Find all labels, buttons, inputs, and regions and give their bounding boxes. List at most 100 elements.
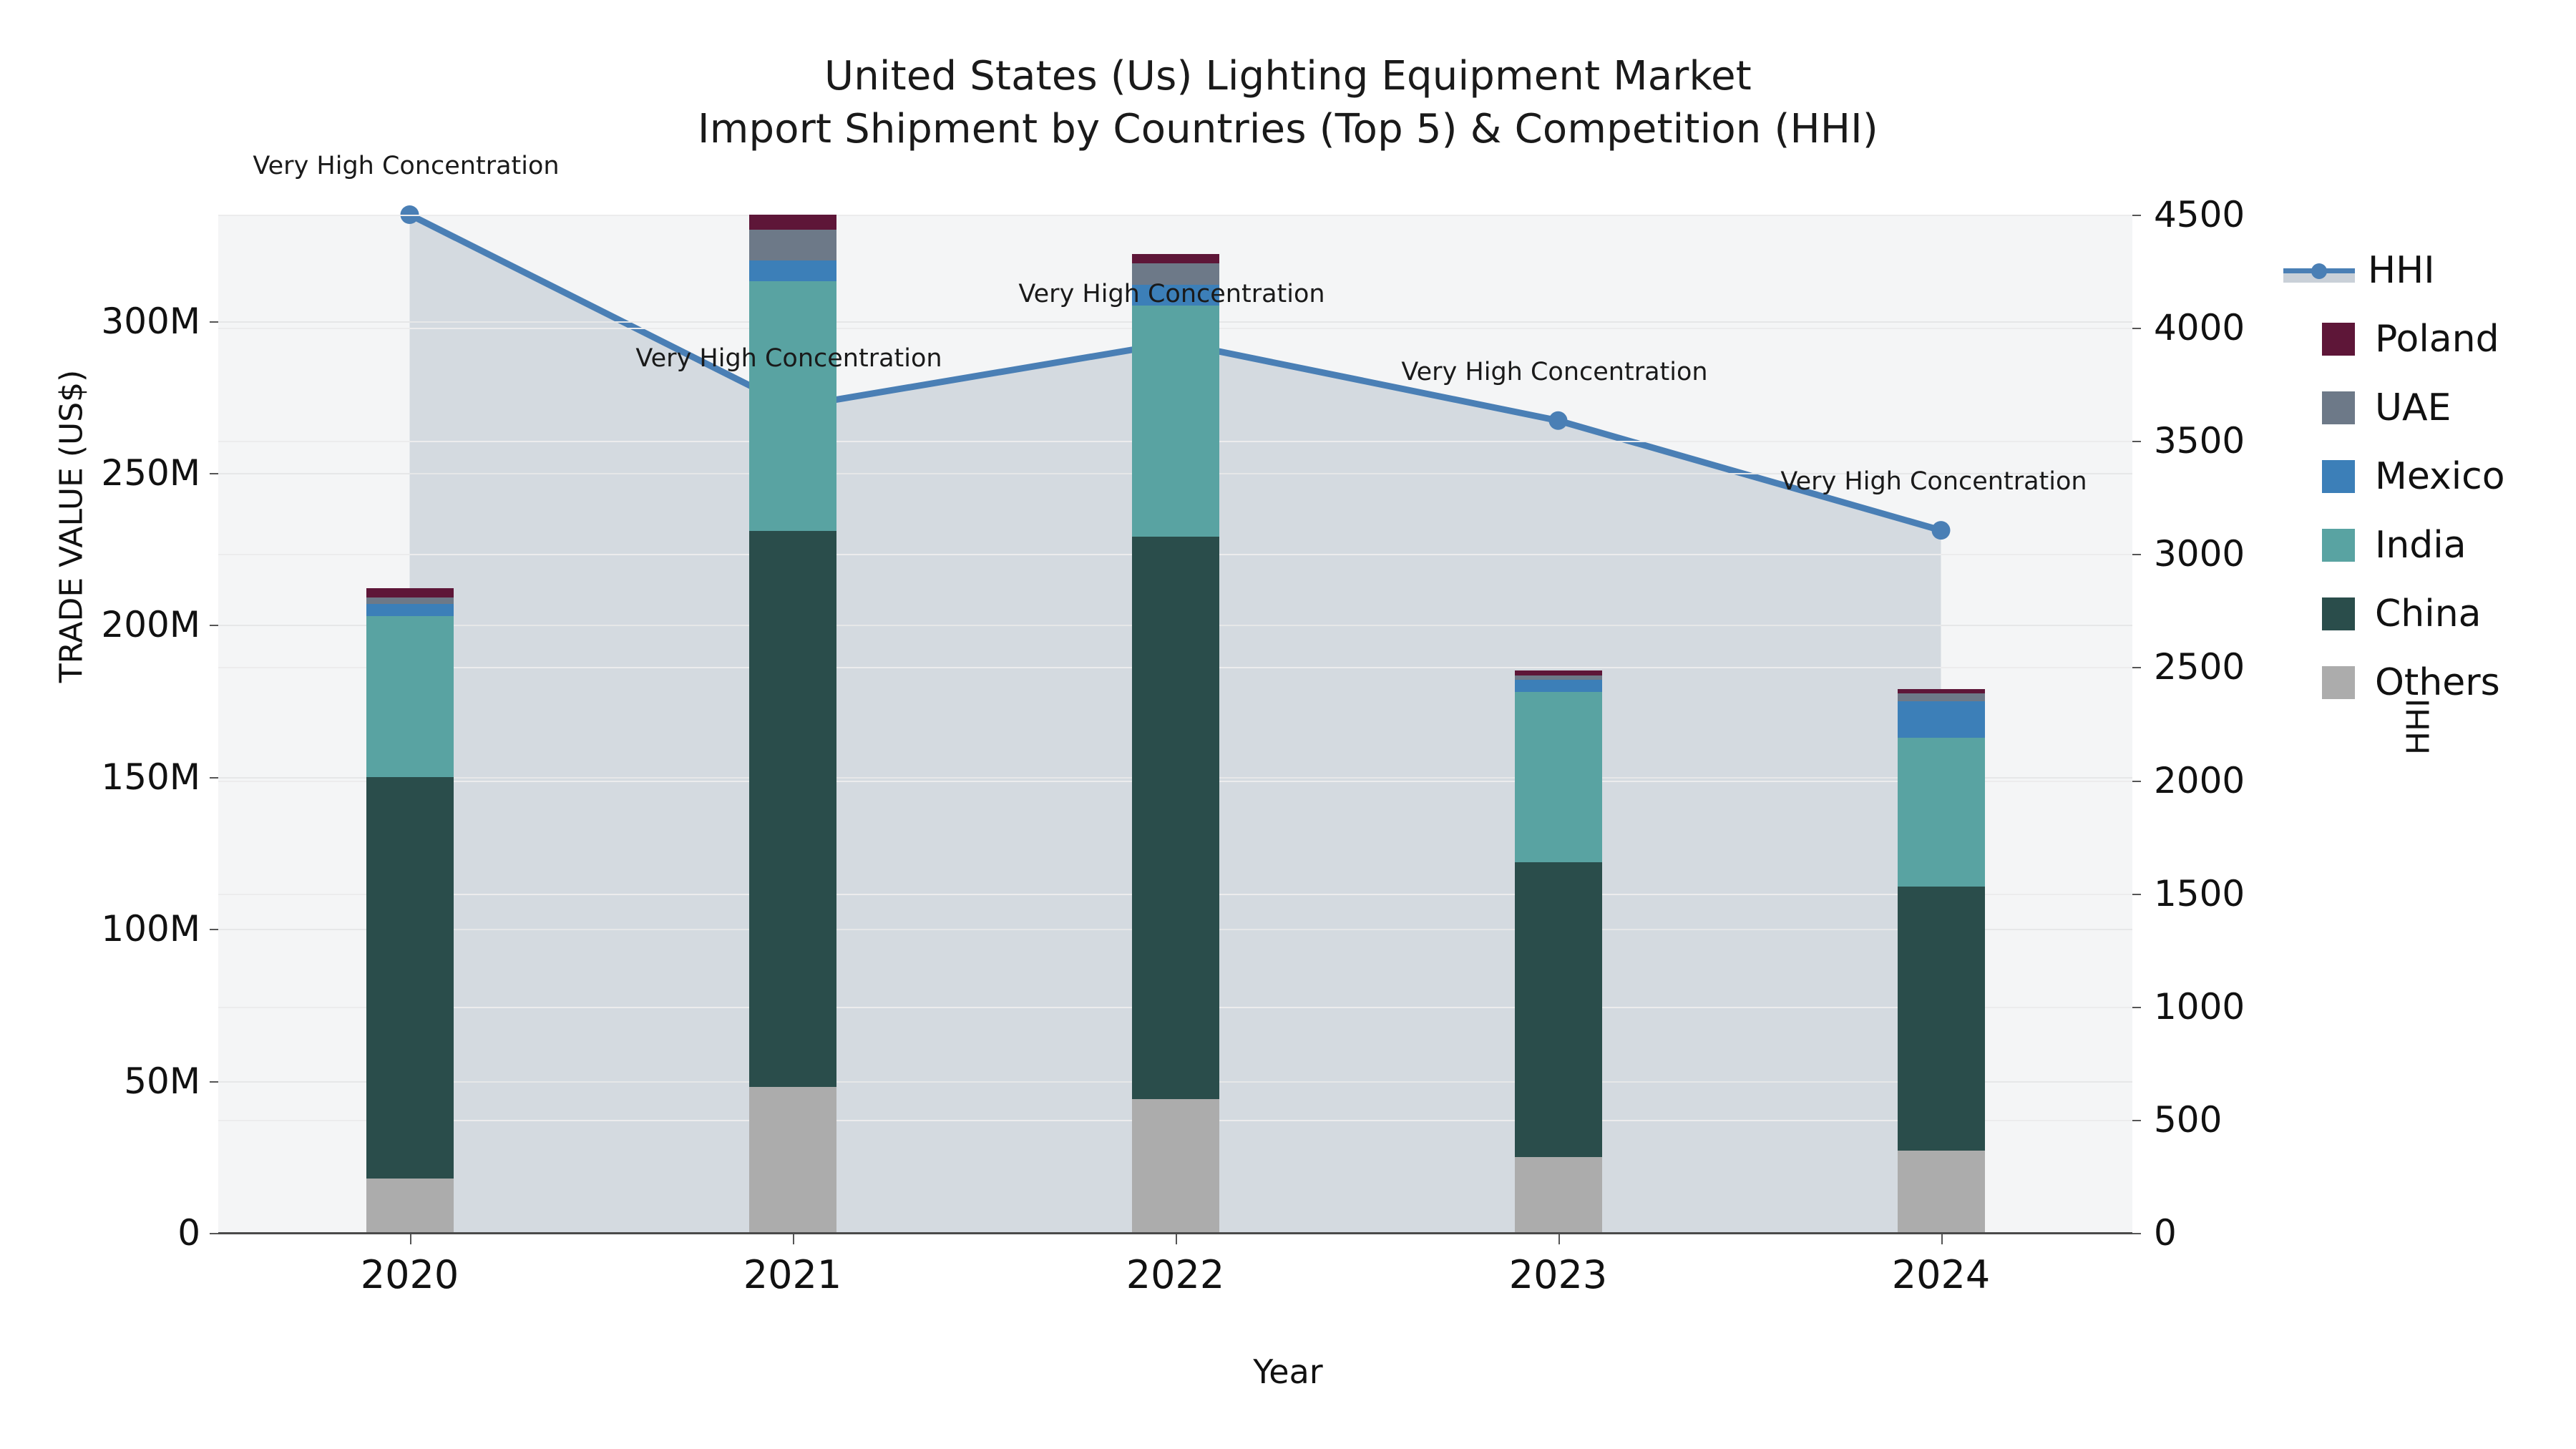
legend-color-swatch-mexico bbox=[2322, 460, 2355, 493]
bar-segment-others-2024[interactable] bbox=[1897, 1151, 1985, 1233]
y-axis-right-tick-mark bbox=[2132, 215, 2141, 216]
bar-segment-uae-2023[interactable] bbox=[1514, 675, 1602, 680]
bar-2020[interactable] bbox=[366, 215, 454, 1233]
y-axis-left-tick-mark bbox=[210, 929, 218, 931]
bar-segment-mexico-2022[interactable] bbox=[1131, 284, 1219, 306]
legend-line-key-icon bbox=[2283, 254, 2355, 287]
bar-segment-others-2020[interactable] bbox=[366, 1178, 454, 1233]
legend-item-uae[interactable]: UAE bbox=[2322, 374, 2572, 442]
legend-label-china: China bbox=[2375, 592, 2482, 635]
y-axis-left-tick-mark bbox=[210, 1080, 218, 1083]
bar-segment-poland-2020[interactable] bbox=[366, 588, 454, 598]
y-axis-right-tick-mark bbox=[2132, 554, 2141, 556]
bar-segment-mexico-2023[interactable] bbox=[1514, 679, 1602, 692]
bar-2023[interactable] bbox=[1514, 215, 1602, 1233]
legend-label-uae: UAE bbox=[2375, 386, 2451, 429]
bar-segment-mexico-2024[interactable] bbox=[1897, 701, 1985, 738]
y-axis-left-tick-label: 200M bbox=[101, 604, 200, 646]
legend-label-hhi: HHI bbox=[2368, 249, 2435, 292]
x-axis-tick-mark bbox=[1941, 1234, 1943, 1244]
y-axis-left-tick-label: 300M bbox=[101, 300, 200, 342]
legend-item-china[interactable]: China bbox=[2322, 580, 2572, 648]
y-axis-right-tick-label: 1500 bbox=[2154, 872, 2245, 914]
bar-segment-uae-2024[interactable] bbox=[1897, 693, 1985, 701]
legend-item-india[interactable]: India bbox=[2322, 511, 2572, 580]
bar-segment-poland-2024[interactable] bbox=[1897, 688, 1985, 694]
y-axis-right-tick-label: 2500 bbox=[2154, 646, 2245, 688]
y-axis-left-tick-mark bbox=[210, 473, 218, 475]
y-axis-right-tick-label: 4500 bbox=[2154, 194, 2245, 235]
annotation-2023: Very High Concentration bbox=[1401, 357, 1708, 386]
annotation-2022: Very High Concentration bbox=[1018, 279, 1325, 308]
y-axis-left-tick-mark bbox=[210, 321, 218, 323]
bar-segment-india-2023[interactable] bbox=[1514, 691, 1602, 862]
bar-segment-poland-2023[interactable] bbox=[1514, 670, 1602, 675]
bar-segment-others-2021[interactable] bbox=[748, 1087, 836, 1233]
y-axis-right-tick-mark bbox=[2132, 441, 2141, 443]
chart-title-line-1: United States (Us) Lighting Equipment Ma… bbox=[824, 53, 1752, 99]
x-axis-tick-mark bbox=[409, 1234, 411, 1244]
legend-color-swatch-others bbox=[2322, 666, 2355, 699]
legend-label-india: India bbox=[2375, 524, 2467, 567]
y-axis-right-tick-label: 3500 bbox=[2154, 420, 2245, 462]
bar-segment-poland-2021[interactable] bbox=[748, 215, 836, 230]
bar-segment-uae-2021[interactable] bbox=[748, 230, 836, 260]
bar-2024[interactable] bbox=[1897, 215, 1985, 1233]
bar-segment-uae-2022[interactable] bbox=[1131, 263, 1219, 285]
legend-item-poland[interactable]: Poland bbox=[2322, 305, 2572, 374]
bar-segment-others-2022[interactable] bbox=[1131, 1099, 1219, 1233]
legend-label-others: Others bbox=[2375, 661, 2500, 704]
y-axis-left-tick-mark bbox=[210, 776, 218, 779]
x-axis-tick-label-2022: 2022 bbox=[1126, 1252, 1225, 1297]
legend-item-hhi[interactable]: HHI bbox=[2283, 236, 2572, 305]
legend-label-mexico: Mexico bbox=[2375, 455, 2505, 498]
legend-item-others[interactable]: Others bbox=[2322, 648, 2572, 717]
x-axis-title: Year bbox=[1253, 1352, 1323, 1391]
x-axis-tick-label-2023: 2023 bbox=[1508, 1252, 1608, 1297]
bar-2021[interactable] bbox=[748, 215, 836, 1233]
legend-item-mexico[interactable]: Mexico bbox=[2322, 442, 2572, 511]
y-axis-right-tick-label: 3000 bbox=[2154, 533, 2245, 575]
bar-segment-china-2021[interactable] bbox=[748, 530, 836, 1088]
bar-segment-poland-2022[interactable] bbox=[1131, 254, 1219, 263]
y-axis-right-tick-mark bbox=[2132, 1119, 2141, 1121]
x-axis-line bbox=[218, 1232, 2132, 1234]
y-axis-left-tick-label: 150M bbox=[101, 756, 200, 798]
y-axis-right-tick-mark bbox=[2132, 893, 2141, 895]
bar-segment-china-2023[interactable] bbox=[1514, 862, 1602, 1157]
y-axis-right-tick-mark bbox=[2132, 780, 2141, 782]
bar-segment-others-2023[interactable] bbox=[1514, 1156, 1602, 1233]
x-axis-tick-label-2020: 2020 bbox=[360, 1252, 459, 1297]
plot-area bbox=[218, 205, 2132, 1233]
bar-segment-india-2022[interactable] bbox=[1131, 306, 1219, 537]
legend-color-swatch-uae bbox=[2322, 391, 2355, 424]
bar-segment-uae-2020[interactable] bbox=[366, 597, 454, 604]
x-axis-tick-label-2021: 2021 bbox=[743, 1252, 842, 1297]
annotation-2024: Very High Concentration bbox=[1780, 467, 2087, 497]
bar-segment-india-2024[interactable] bbox=[1897, 737, 1985, 887]
x-axis-tick-mark bbox=[1175, 1234, 1177, 1244]
y-axis-right-tick-label: 500 bbox=[2154, 1098, 2223, 1141]
bar-segment-india-2020[interactable] bbox=[366, 615, 454, 777]
legend-color-swatch-china bbox=[2322, 597, 2355, 630]
gridline-y-right bbox=[218, 215, 2132, 216]
legend-marker-dot bbox=[2311, 263, 2327, 279]
bar-segment-china-2024[interactable] bbox=[1897, 886, 1985, 1151]
bar-segment-mexico-2020[interactable] bbox=[366, 603, 454, 616]
bar-segment-china-2022[interactable] bbox=[1131, 537, 1219, 1100]
x-axis-tick-mark bbox=[1558, 1234, 1560, 1244]
chart-title: United States (Us) Lighting Equipment Ma… bbox=[0, 50, 2576, 156]
legend-color-swatch-india bbox=[2322, 529, 2355, 562]
y-axis-right-tick-mark bbox=[2132, 1233, 2141, 1234]
annotation-2020: Very High Concentration bbox=[253, 152, 560, 180]
y-axis-left-tick-label: 100M bbox=[101, 908, 200, 950]
bar-segment-india-2021[interactable] bbox=[748, 281, 836, 531]
legend-label-poland: Poland bbox=[2375, 318, 2499, 361]
x-axis-tick-label-2024: 2024 bbox=[1891, 1252, 1991, 1297]
bar-segment-mexico-2021[interactable] bbox=[748, 260, 836, 282]
bar-2022[interactable] bbox=[1131, 215, 1219, 1233]
y-axis-left-tick-label: 50M bbox=[124, 1060, 200, 1102]
annotation-2021: Very High Concentration bbox=[635, 343, 942, 373]
bar-segment-china-2020[interactable] bbox=[366, 776, 454, 1179]
